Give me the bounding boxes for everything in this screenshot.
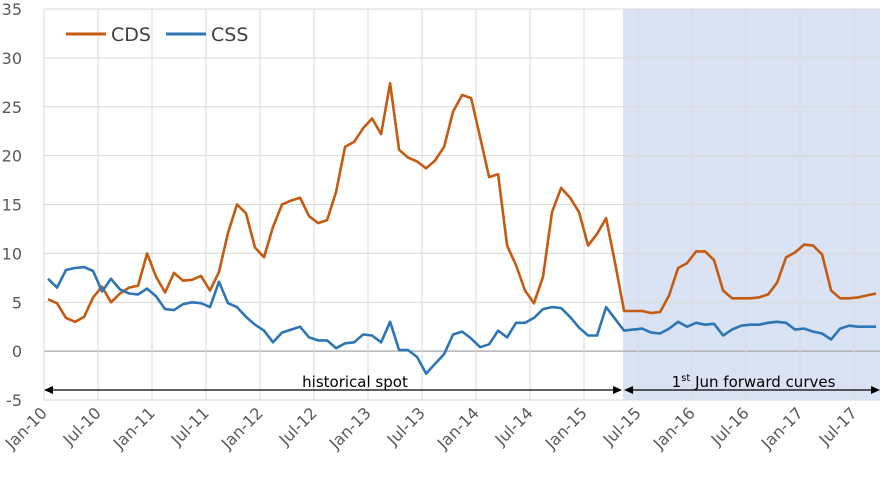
y-tick-label: 10: [2, 244, 22, 263]
y-tick-label: 30: [2, 49, 22, 68]
arrowhead-left: [624, 386, 634, 394]
x-tick-label: Jul-10: [59, 403, 105, 449]
x-tick-label: Jan-14: [433, 403, 483, 453]
series-lines: [47, 82, 877, 375]
x-tick-label: Jul-15: [599, 403, 645, 449]
y-tick-label: 25: [2, 98, 22, 117]
arrowhead-right: [613, 386, 623, 394]
y-tick-label: 35: [2, 0, 22, 19]
x-tick-label: Jan-12: [217, 403, 267, 453]
annotation-forward: 1st Jun forward curves: [624, 373, 880, 394]
legend-label-css: CSS: [211, 24, 248, 46]
y-tick-label: 5: [12, 293, 22, 312]
arrowhead-right: [871, 386, 880, 394]
y-tick-label: -5: [6, 391, 22, 410]
y-tick-label: 20: [2, 147, 22, 166]
forward-label: 1st Jun forward curves: [672, 373, 836, 391]
gridlines: [43, 8, 880, 401]
x-tick-label: Jul-13: [383, 403, 429, 449]
x-tick-label: Jul-14: [491, 403, 537, 449]
x-tick-label: Jul-16: [707, 403, 753, 449]
forward-label-text: Jun forward curves: [690, 373, 835, 391]
legend: CDS CSS: [66, 24, 248, 46]
x-tick-label: Jan-13: [325, 403, 375, 453]
forward-label-number: 1: [672, 373, 682, 391]
series-line-css: [47, 265, 877, 375]
legend-label-cds: CDS: [111, 24, 151, 46]
series-line-cds: [47, 82, 877, 324]
x-tick-label: Jul-12: [275, 403, 321, 449]
x-tick-label: Jan-15: [541, 403, 591, 453]
x-tick-label: Jan-10: [1, 403, 51, 453]
x-tick-label: Jul-11: [167, 403, 213, 449]
x-tick-label: Jan-11: [109, 403, 159, 453]
historical-label: historical spot: [302, 373, 408, 391]
forward-label-superscript: st: [681, 373, 690, 384]
x-tick-label: Jan-16: [649, 403, 699, 453]
x-tick-label: Jan-17: [757, 403, 807, 453]
arrowhead-left: [44, 386, 53, 394]
y-tick-label: 0: [12, 342, 22, 361]
x-axis-ticks: Jan-10 Jul-10 Jan-11 Jul-11 Jan-12 Jul-12 Jan-…: [1, 403, 861, 453]
annotation-historical: historical spot: [44, 373, 623, 394]
y-axis-ticks: -5 0 5 10 15 20 25 30 35: [2, 0, 22, 410]
y-tick-label: 15: [2, 196, 22, 215]
x-tick-label: Jul-17: [815, 403, 861, 449]
